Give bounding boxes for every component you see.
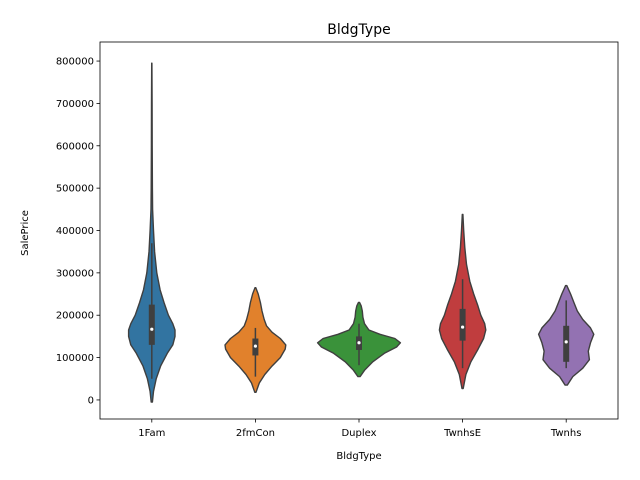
y-tick-label: 500000 <box>56 184 94 195</box>
x-tick-label: Duplex <box>341 428 376 439</box>
y-tick-label: 400000 <box>56 226 94 237</box>
y-tick-label: 300000 <box>56 268 94 279</box>
violin-median <box>150 327 154 331</box>
y-tick-label: 0 <box>88 395 94 406</box>
chart-title: BldgType <box>327 22 390 38</box>
violin-iqr-box <box>148 304 155 345</box>
x-axis-label: BldgType <box>336 451 381 462</box>
violin-body <box>127 62 176 403</box>
violin-iqr-box <box>563 325 570 362</box>
violin-TwnhsE <box>438 213 487 390</box>
y-tick-label: 600000 <box>56 141 94 152</box>
violin-2fmCon <box>224 287 287 393</box>
violin-1Fam <box>127 62 176 403</box>
y-tick-label: 800000 <box>56 57 94 68</box>
violin-Duplex <box>316 301 402 378</box>
violin-Twnhs <box>537 284 595 386</box>
x-tick-label: Twnhs <box>550 428 582 439</box>
y-axis-label: SalePrice <box>20 210 31 256</box>
y-tick-label: 100000 <box>56 353 94 364</box>
violin-group <box>127 62 595 403</box>
y-tick-label: 200000 <box>56 311 94 322</box>
violin-median <box>357 341 361 345</box>
violin-iqr-box <box>459 308 466 341</box>
y-axis: 0 100000 200000 300000 400000 500000 600000 700… <box>56 57 100 406</box>
x-axis: 1Fam 2fmCon Duplex TwnhsE Twnhs <box>138 419 581 439</box>
x-tick-label: 2fmCon <box>236 428 275 439</box>
x-tick-label: TwnhsE <box>443 428 481 439</box>
violin-median <box>253 344 257 348</box>
violin-median <box>564 340 568 344</box>
x-tick-label: 1Fam <box>138 428 165 439</box>
violin-median <box>461 325 465 329</box>
y-tick-label: 700000 <box>56 99 94 110</box>
